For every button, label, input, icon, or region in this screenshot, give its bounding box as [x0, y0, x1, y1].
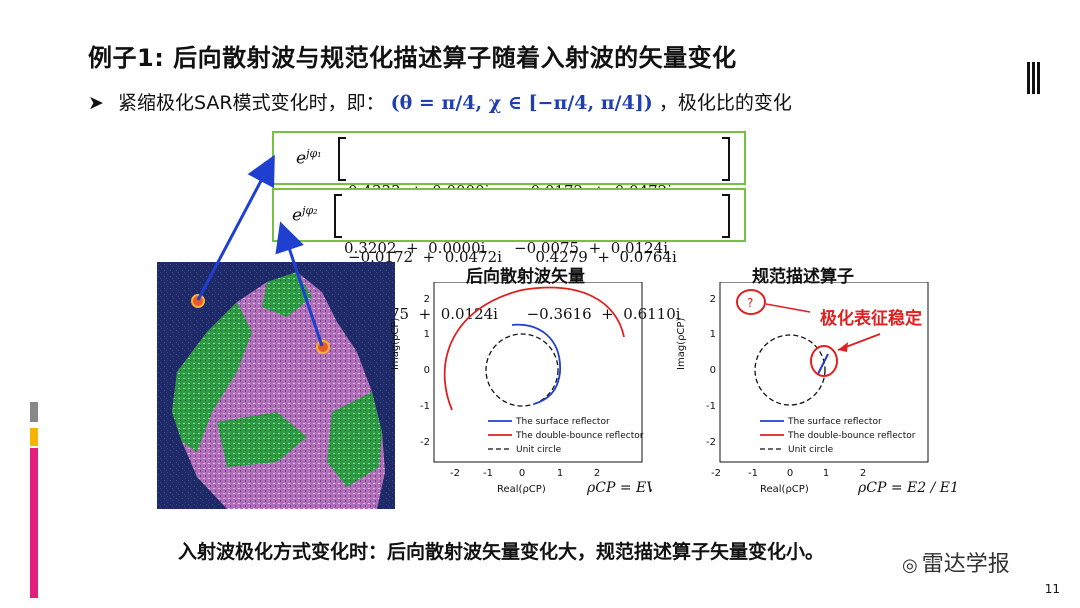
plot-left-ylabel: Imag(ρCP)	[390, 317, 401, 370]
plot-left-xlabel: Real(ρCP)	[497, 484, 546, 495]
plot-left-legend-surface: The surface reflector	[515, 417, 610, 427]
side-accent-pink	[30, 448, 38, 598]
plot-left-ytick: 1	[424, 329, 430, 340]
plot-left-xtick: -2	[450, 468, 460, 479]
plot-left-xtick: 2	[594, 468, 600, 479]
plot-left-unit-circle	[485, 333, 559, 407]
corner-decoration-icon	[1027, 62, 1040, 94]
plot-right-ytick: 2	[710, 294, 716, 305]
sar-image	[157, 262, 395, 509]
plot-left-ytick: -2	[420, 437, 430, 448]
plot-right-marker-circle	[736, 289, 766, 315]
plot-left-ytick: -1	[420, 401, 430, 412]
plot-right-ytick: -2	[706, 437, 716, 448]
wechat-icon: ◎	[902, 555, 918, 576]
plot-left-xtick: 0	[519, 468, 525, 479]
plot-right-xlabel: Real(ρCP)	[760, 484, 809, 495]
plot-right-legend-surface: The surface reflector	[787, 417, 882, 427]
plot-left-formula: ρCP = EVC / EHC	[586, 480, 652, 496]
matrix-box-2: ejφ₂ 0.3202 + 0.0000i −0.0075 + 0.0124i …	[272, 188, 746, 323]
plot-right-marker: ?	[747, 296, 753, 310]
plot-left-double-bounce-curve	[443, 286, 625, 411]
plot-right-ylabel: Imag(ρCP)	[676, 317, 687, 370]
plot-left-ytick: 0	[424, 365, 430, 376]
plot-left-xtick: 1	[557, 468, 563, 479]
plot-right-formula: ρCP = E2 / E1	[857, 480, 958, 496]
matrix-1-prefix: ejφ₁	[296, 147, 322, 169]
plot-right-surface-curve	[817, 353, 829, 375]
plot-left-xtick: -1	[483, 468, 493, 479]
bullet-condition: (θ = π/4, χ ∈ [−π/4, π/4])	[390, 92, 653, 114]
plot-right-highlight-circle	[810, 345, 838, 377]
bullet-suffix: ，极化比的变化	[658, 92, 792, 114]
side-accent-yellow	[30, 428, 38, 446]
plot-right-legend-double: The double-bounce reflector	[787, 431, 916, 441]
bullet-line: ➤ 紧缩极化SAR模式变化时，即： (θ = π/4, χ ∈ [−π/4, π…	[88, 88, 792, 115]
plot-right-xtick: -1	[748, 468, 758, 479]
matrix-2-prefix: ejφ₂	[292, 204, 318, 226]
matrix-box-1: ejφ₁ 0.4333 + 0.0000i −0.0172 + 0.0472i …	[272, 131, 746, 266]
bullet-arrow-icon: ➤	[88, 92, 104, 114]
plot-right-xtick: -2	[711, 468, 721, 479]
conclusion-text: 入射波极化方式变化时：后向散射波矢量变化大，规范描述算子矢量变化小。	[178, 541, 825, 563]
plot-left: 2 1 0 -1 -2 -2 -1 0 1 2 The surface refl…	[420, 282, 652, 496]
plot-right-legend-unit: Unit circle	[788, 445, 834, 455]
plot-right-xtick: 1	[823, 468, 829, 479]
plot-left-legend-double: The double-bounce reflector	[515, 431, 644, 441]
plot-left-surface-curve	[511, 323, 561, 405]
plot-right: 2 1 0 -1 -2 -2 -1 0 1 2 ? The surface re…	[706, 282, 958, 496]
slide-title: 例子1: 后向散射波与规范化描述算子随着入射波的矢量变化	[88, 44, 737, 72]
plot-right-unit-circle	[754, 334, 826, 406]
bullet-text: 紧缩极化SAR模式变化时，即：	[117, 92, 385, 114]
plot-right-ytick: -1	[706, 401, 716, 412]
plot-right-xtick: 0	[787, 468, 793, 479]
plot-right-ytick: 1	[710, 329, 716, 340]
watermark: ◎ 雷达学报	[902, 546, 1010, 578]
plot-right-xtick: 2	[860, 468, 866, 479]
plot-left-legend-unit: Unit circle	[516, 445, 562, 455]
plot-right-annotation: 极化表征稳定	[820, 309, 922, 329]
matrix-1-row-2: −0.0172 + 0.0472i 0.4279 + 0.0764i	[348, 248, 677, 266]
matrix-2-row-1: 0.3202 + 0.0000i −0.0075 + 0.0124i	[344, 239, 668, 257]
plot-right-ytick: 0	[710, 365, 716, 376]
page-number: 11	[1044, 582, 1060, 596]
side-accent-gray	[30, 402, 38, 422]
plot-left-ytick: 2	[424, 294, 430, 305]
watermark-text: 雷达学报	[921, 552, 1010, 577]
